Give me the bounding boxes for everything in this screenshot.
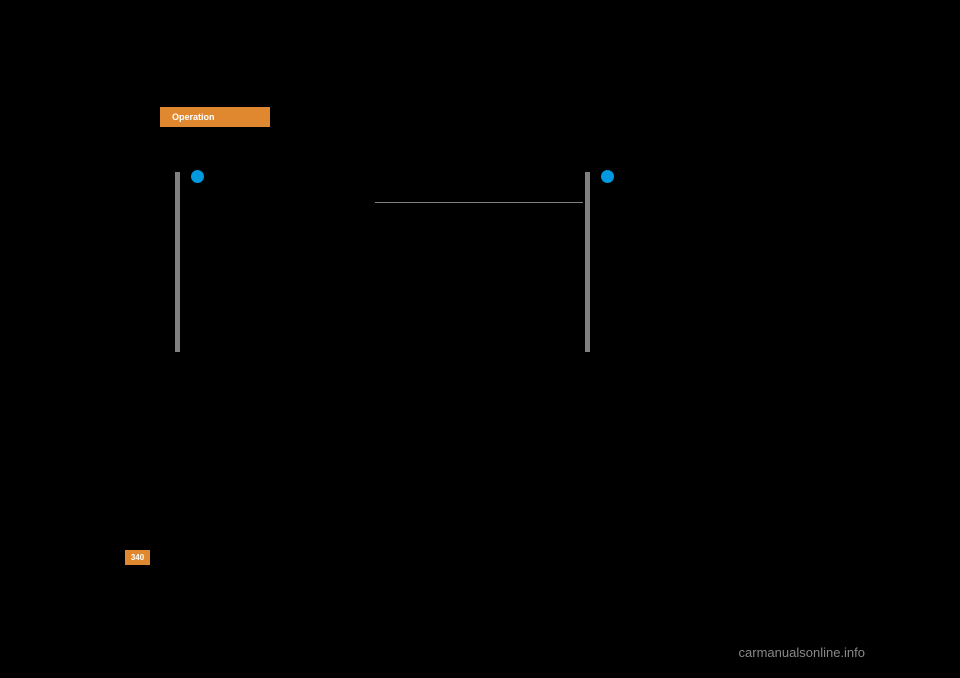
watermark-text: carmanualsonline.info [739, 645, 865, 660]
left-column-bar [175, 172, 180, 352]
left-bullet-icon [191, 170, 204, 183]
page-number-value: 340 [131, 553, 144, 562]
manual-page: Operation 340 [105, 90, 855, 590]
right-bullet-icon [601, 170, 614, 183]
section-tab-label: Operation [172, 112, 215, 122]
page-number-badge: 340 [125, 550, 150, 565]
section-tab: Operation [160, 107, 270, 127]
divider-line [375, 202, 583, 203]
right-column-bar [585, 172, 590, 352]
